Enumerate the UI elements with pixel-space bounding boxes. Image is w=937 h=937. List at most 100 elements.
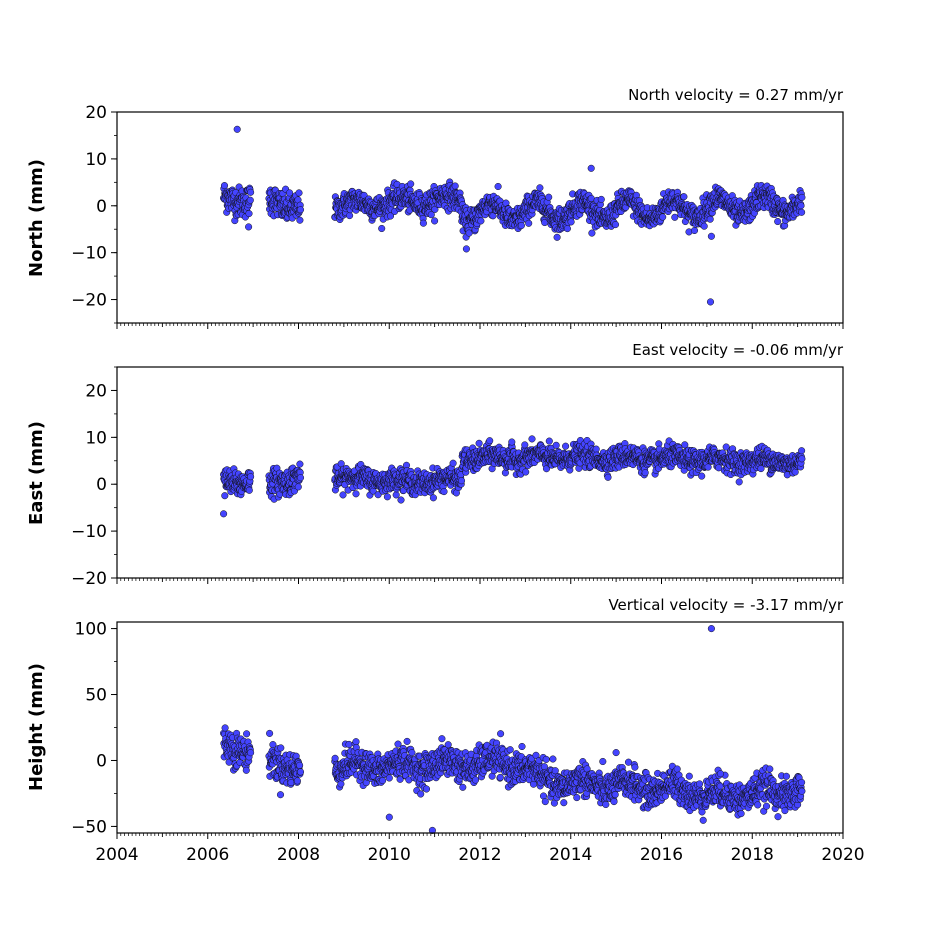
east-ytick-label: 20 [85, 381, 107, 401]
north-ylabel: North (mm) [26, 159, 47, 277]
east-point [486, 437, 494, 445]
height-point [444, 741, 452, 749]
north-point [407, 180, 415, 188]
height-point [331, 754, 339, 762]
east-point [221, 492, 229, 500]
height-point [266, 729, 274, 737]
north-point [545, 193, 553, 201]
east-outlier-point [220, 510, 228, 518]
north-point [295, 189, 303, 197]
north-point [690, 226, 699, 235]
north-panel: North velocity = 0.27 mm/yr North (mm) 2… [26, 86, 844, 329]
north-point [553, 233, 561, 241]
height-panel: Vertical velocity = -3.17 mm/yr Height (… [26, 596, 865, 865]
east-point [798, 447, 806, 455]
height-point [247, 749, 255, 757]
north-point [247, 188, 255, 196]
height-point [408, 749, 416, 757]
height-point [542, 755, 550, 763]
height-point [541, 798, 549, 806]
north-ytick-label: 0 [96, 197, 107, 217]
east-panel: East velocity = -0.06 mm/yr East (mm) 20… [26, 341, 844, 589]
north-point [706, 215, 714, 223]
east-point [392, 491, 400, 499]
height-point [243, 730, 251, 738]
north-outlier-point [462, 245, 470, 253]
east-point [247, 473, 255, 481]
height-point [496, 773, 504, 781]
east-point [339, 491, 347, 499]
north-point [700, 222, 708, 230]
height-point [459, 783, 467, 791]
north-point [245, 210, 253, 218]
north-point [286, 189, 294, 197]
east-point [791, 468, 799, 476]
height-point [403, 737, 411, 745]
north-point [246, 196, 254, 204]
north-point [611, 221, 620, 229]
north-point [296, 206, 305, 214]
height-point [287, 779, 295, 787]
height-point [242, 766, 250, 774]
north-velocity-annotation: North velocity = 0.27 mm/yr [628, 86, 844, 104]
east-point [296, 460, 304, 468]
north-ytick-label: 20 [85, 103, 107, 123]
east-ylabel: East (mm) [26, 421, 47, 525]
east-point [294, 483, 302, 491]
east-ytick-label: 0 [96, 475, 107, 495]
height-point [471, 776, 480, 784]
east-point [698, 472, 706, 480]
height-point [277, 744, 285, 752]
north-point [567, 218, 575, 226]
north-point [431, 217, 439, 225]
vertical-velocity-annotation: Vertical velocity = -3.17 mm/yr [608, 596, 843, 614]
height-point [352, 738, 360, 746]
height-point [549, 755, 557, 763]
height-point [296, 768, 305, 776]
east-point [641, 469, 649, 477]
height-point [296, 761, 304, 769]
height-point [337, 780, 345, 788]
north-point [525, 219, 533, 227]
height-point [560, 799, 568, 807]
east-point [522, 468, 530, 476]
east-point [528, 435, 536, 443]
north-point [494, 182, 502, 191]
east-point [798, 455, 806, 463]
north-point [671, 213, 679, 221]
north-point [798, 208, 806, 216]
north-point [659, 213, 667, 221]
east-point [457, 477, 466, 485]
east-point [352, 490, 360, 498]
height-point [379, 777, 387, 785]
east-outlier-point [508, 438, 516, 446]
height-point [417, 790, 425, 798]
height-point [221, 724, 229, 732]
height-point [506, 746, 514, 754]
east-point [521, 441, 529, 449]
north-point [597, 195, 605, 203]
height-ylabel: Height (mm) [26, 663, 47, 791]
north-point [563, 225, 571, 233]
height-point [276, 791, 285, 799]
height-point [518, 742, 526, 751]
east-point [383, 493, 391, 501]
north-point [477, 217, 485, 225]
north-point [220, 182, 229, 190]
east-ytick-label: 10 [85, 428, 107, 448]
east-data-points [220, 435, 806, 518]
east-point [604, 473, 612, 481]
north-outlier-point [707, 232, 715, 240]
north-point [378, 224, 386, 233]
north-point [346, 212, 354, 220]
north-point [536, 184, 544, 192]
east-point [475, 439, 483, 447]
height-point [438, 735, 446, 743]
height-point [540, 763, 548, 771]
north-point [680, 193, 688, 201]
north-ytick-label: −20 [71, 291, 107, 311]
north-outlier-point [587, 164, 595, 172]
north-point [427, 211, 435, 219]
